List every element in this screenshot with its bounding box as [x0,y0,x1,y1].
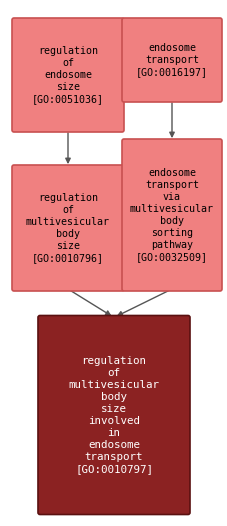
FancyBboxPatch shape [38,316,189,514]
Text: regulation
of
multivesicular
body
size
[GO:0010796]: regulation of multivesicular body size [… [26,193,109,263]
FancyBboxPatch shape [121,139,221,291]
FancyBboxPatch shape [121,18,221,102]
FancyBboxPatch shape [12,165,123,291]
Text: endosome
transport
via
multivesicular
body
sorting
pathway
[GO:0032509]: endosome transport via multivesicular bo… [129,168,213,262]
Text: regulation
of
multivesicular
body
size
involved
in
endosome
transport
[GO:001079: regulation of multivesicular body size i… [68,356,159,474]
Text: regulation
of
endosome
size
[GO:0051036]: regulation of endosome size [GO:0051036] [32,46,104,104]
FancyBboxPatch shape [12,18,123,132]
Text: endosome
transport
[GO:0016197]: endosome transport [GO:0016197] [135,43,207,77]
